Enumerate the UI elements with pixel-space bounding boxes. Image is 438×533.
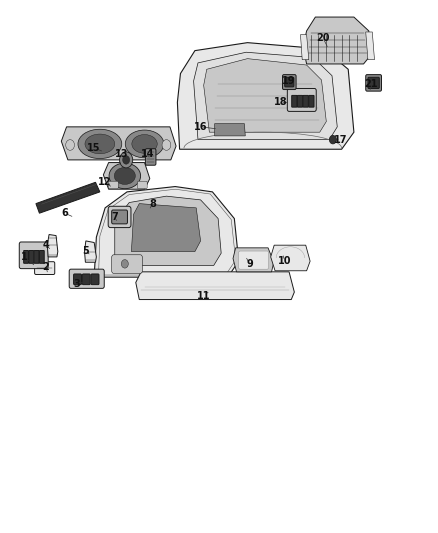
Circle shape <box>66 140 74 150</box>
Text: 16: 16 <box>194 122 207 132</box>
FancyBboxPatch shape <box>283 75 296 90</box>
FancyBboxPatch shape <box>285 77 294 87</box>
Polygon shape <box>233 248 274 272</box>
Polygon shape <box>194 52 337 140</box>
Text: 15: 15 <box>88 143 101 153</box>
Text: 11: 11 <box>197 291 210 301</box>
Text: 9: 9 <box>246 259 253 269</box>
FancyBboxPatch shape <box>39 251 44 263</box>
FancyBboxPatch shape <box>112 210 127 224</box>
Text: 14: 14 <box>141 149 155 158</box>
FancyBboxPatch shape <box>82 274 90 285</box>
Text: 4: 4 <box>42 240 49 250</box>
FancyBboxPatch shape <box>239 251 268 269</box>
Text: 20: 20 <box>317 34 330 43</box>
FancyBboxPatch shape <box>74 274 81 285</box>
FancyBboxPatch shape <box>368 77 379 88</box>
Text: 3: 3 <box>73 279 80 288</box>
Polygon shape <box>94 187 239 277</box>
FancyBboxPatch shape <box>297 95 303 107</box>
FancyBboxPatch shape <box>91 274 99 285</box>
Ellipse shape <box>132 135 157 154</box>
Polygon shape <box>271 245 310 271</box>
Text: 2: 2 <box>42 262 49 271</box>
Text: 1: 1 <box>21 252 28 262</box>
FancyBboxPatch shape <box>303 95 308 107</box>
Text: 5: 5 <box>82 246 89 255</box>
Circle shape <box>329 135 336 144</box>
Polygon shape <box>47 235 58 257</box>
Polygon shape <box>131 204 201 252</box>
Text: 21: 21 <box>365 79 378 89</box>
FancyBboxPatch shape <box>109 181 118 189</box>
Circle shape <box>120 152 133 168</box>
FancyBboxPatch shape <box>29 251 34 263</box>
Text: 7: 7 <box>111 213 118 222</box>
Polygon shape <box>103 163 150 189</box>
Circle shape <box>162 140 171 150</box>
Polygon shape <box>36 182 100 213</box>
Polygon shape <box>215 124 245 136</box>
FancyBboxPatch shape <box>292 95 297 107</box>
FancyBboxPatch shape <box>112 255 142 273</box>
Text: 12: 12 <box>98 177 111 187</box>
FancyBboxPatch shape <box>108 206 131 228</box>
Polygon shape <box>177 43 354 149</box>
FancyBboxPatch shape <box>24 251 28 263</box>
Circle shape <box>121 260 128 268</box>
Polygon shape <box>136 272 294 300</box>
FancyBboxPatch shape <box>287 88 316 111</box>
FancyBboxPatch shape <box>138 181 147 189</box>
Polygon shape <box>85 241 96 262</box>
FancyBboxPatch shape <box>309 95 314 107</box>
Polygon shape <box>61 127 176 160</box>
Polygon shape <box>303 17 371 64</box>
Ellipse shape <box>109 163 141 189</box>
Text: 18: 18 <box>273 98 287 107</box>
Text: 19: 19 <box>282 76 295 86</box>
Text: 10: 10 <box>278 256 291 266</box>
FancyBboxPatch shape <box>34 251 39 263</box>
FancyBboxPatch shape <box>69 269 104 288</box>
Polygon shape <box>204 59 326 132</box>
FancyBboxPatch shape <box>35 262 55 274</box>
Polygon shape <box>300 35 309 60</box>
Ellipse shape <box>114 167 135 184</box>
FancyBboxPatch shape <box>19 242 48 269</box>
Ellipse shape <box>125 130 164 158</box>
Ellipse shape <box>85 134 115 154</box>
Polygon shape <box>366 32 374 60</box>
Circle shape <box>123 156 130 164</box>
Text: 17: 17 <box>334 135 347 144</box>
Text: 6: 6 <box>61 208 68 218</box>
Text: 8: 8 <box>149 199 156 208</box>
Text: 13: 13 <box>115 149 128 158</box>
FancyBboxPatch shape <box>366 75 381 91</box>
FancyBboxPatch shape <box>145 149 156 165</box>
Ellipse shape <box>78 130 122 159</box>
Polygon shape <box>115 196 221 265</box>
